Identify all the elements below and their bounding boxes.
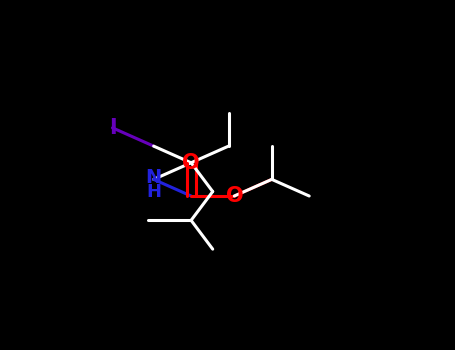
Text: O: O [182, 153, 200, 173]
Text: N: N [146, 168, 162, 187]
Text: I: I [109, 118, 116, 138]
Text: O: O [226, 186, 243, 206]
Text: H: H [146, 183, 161, 201]
